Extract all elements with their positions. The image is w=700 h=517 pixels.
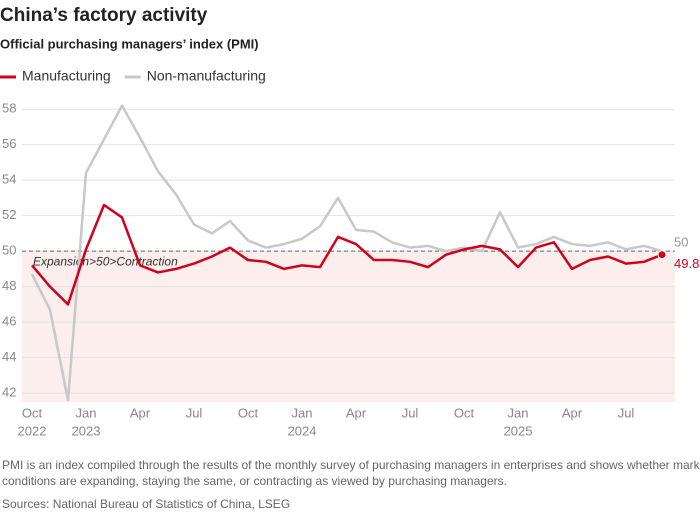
y-tick-label: 56: [2, 136, 16, 151]
y-tick-label: 44: [2, 349, 16, 364]
end-label: 49.8: [674, 256, 699, 271]
x-tick-label: Jan: [292, 405, 313, 420]
x-tick-label: Apr: [346, 405, 367, 420]
legend-label: Manufacturing: [22, 68, 111, 84]
y-tick-label: 50: [2, 243, 16, 258]
x-year-label: 2025: [504, 423, 533, 438]
source: Sources: National Bureau of Statistics o…: [2, 497, 290, 511]
end-point: [657, 250, 667, 260]
y-tick-label: 42: [2, 385, 16, 400]
y-tick-label: 46: [2, 314, 16, 329]
x-tick-label: Jul: [402, 405, 419, 420]
note: PMI is an index compiled through the res…: [2, 458, 700, 472]
note: conditions are expanding, staying the sa…: [2, 474, 507, 488]
chart-subtitle: Official purchasing managers’ index (PMI…: [0, 36, 259, 51]
chart-title: China’s factory activity: [0, 5, 208, 26]
x-tick-label: Oct: [238, 405, 259, 420]
threshold-label: Expansion>50>Contraction: [33, 254, 178, 268]
x-tick-label: Jul: [618, 405, 635, 420]
x-tick-label: Jul: [186, 405, 203, 420]
x-year-label: 2022: [18, 423, 47, 438]
series-line: [31, 203, 663, 306]
contraction-area: [22, 251, 675, 402]
x-tick-label: Jan: [76, 405, 97, 420]
x-tick-label: Apr: [562, 405, 583, 420]
legend-label: Non-manufacturing: [147, 68, 266, 84]
x-year-label: 2024: [288, 423, 317, 438]
x-tick-label: Oct: [454, 405, 475, 420]
y-tick-label: 48: [2, 278, 16, 293]
series-line: [30, 104, 663, 402]
y-tick-label: 54: [2, 172, 16, 187]
x-tick-label: Apr: [130, 405, 151, 420]
x-tick-label: Jan: [508, 405, 529, 420]
x-tick-label: Oct: [22, 405, 43, 420]
end-label: 50: [674, 235, 688, 250]
x-year-label: 2023: [72, 423, 101, 438]
y-tick-label: 52: [2, 207, 16, 222]
y-tick-label: 58: [2, 101, 16, 116]
